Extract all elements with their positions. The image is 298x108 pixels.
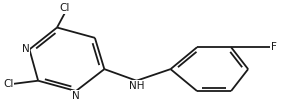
- Text: N: N: [22, 44, 30, 54]
- Text: NH: NH: [129, 81, 144, 91]
- Text: Cl: Cl: [59, 3, 70, 13]
- Text: N: N: [72, 91, 80, 101]
- Text: Cl: Cl: [3, 79, 13, 89]
- Text: F: F: [271, 42, 277, 52]
